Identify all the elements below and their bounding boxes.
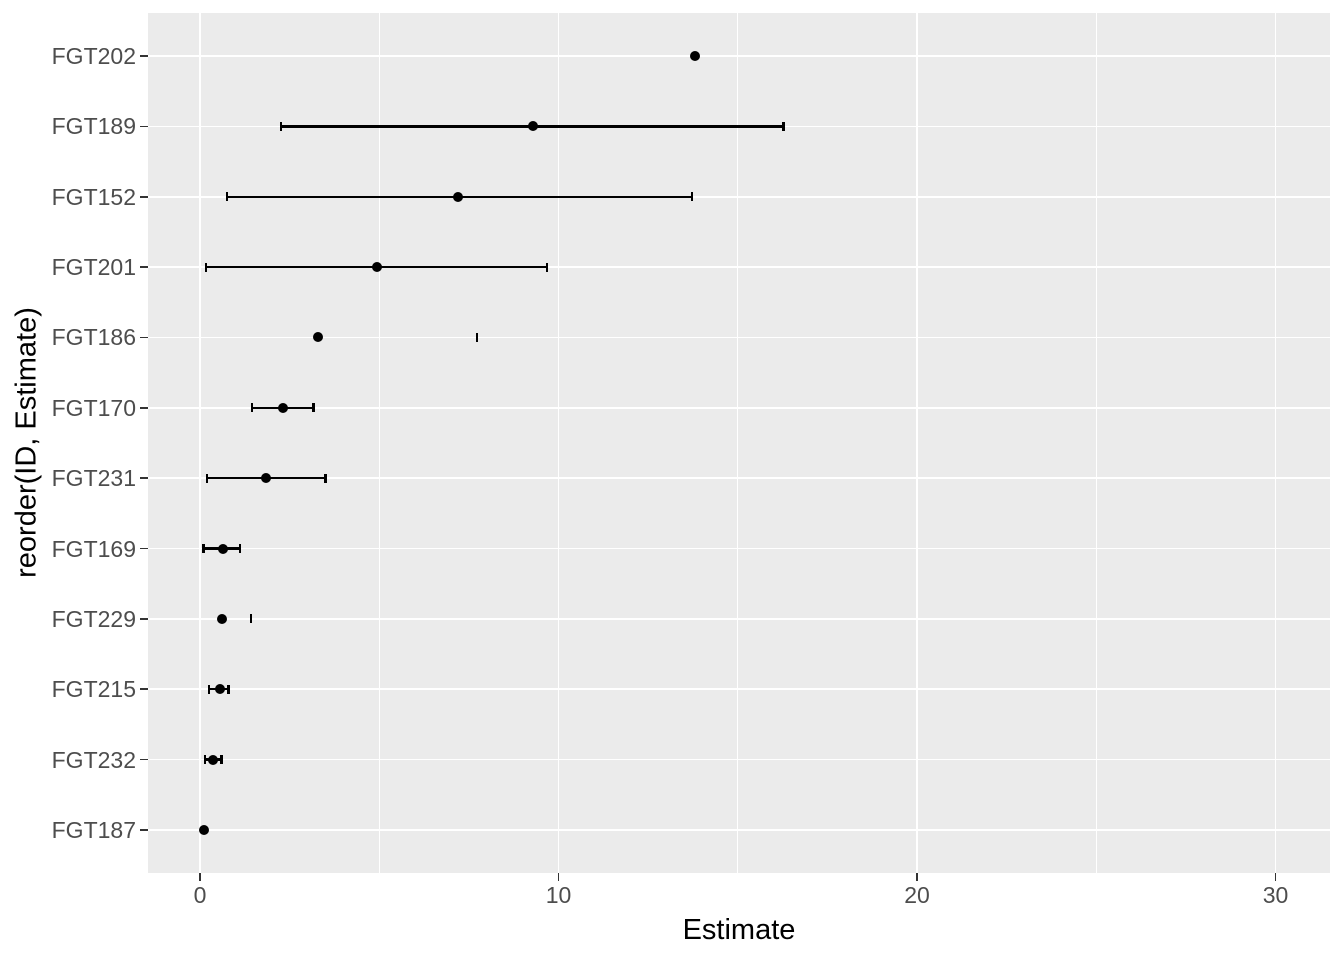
y-tick-mark bbox=[140, 618, 148, 620]
data-point-FGT229 bbox=[216, 613, 227, 624]
y-tick-label: FGT187 bbox=[51, 816, 136, 843]
gridline-major-x bbox=[199, 13, 201, 873]
error-bar-cap-high-FGT189 bbox=[782, 121, 785, 131]
y-tick-label: FGT201 bbox=[51, 254, 136, 281]
error-bar-cap-low-FGT232 bbox=[203, 755, 207, 765]
y-tick-label: FGT170 bbox=[51, 394, 136, 421]
y-tick-mark bbox=[140, 758, 148, 761]
y-tick-label: FGT152 bbox=[51, 183, 136, 210]
data-point-FGT215 bbox=[214, 684, 225, 695]
gridline-major-y bbox=[148, 195, 1330, 198]
y-tick-label: FGT232 bbox=[51, 746, 136, 773]
error-bar-cap-high-FGT170 bbox=[312, 403, 315, 413]
error-bar-cap-high-FGT231 bbox=[324, 473, 327, 483]
y-tick-label: FGT202 bbox=[51, 43, 136, 69]
y-tick-label: FGT229 bbox=[51, 605, 136, 632]
gridline-minor-x bbox=[1095, 13, 1097, 873]
x-axis-title: Estimate bbox=[682, 914, 796, 946]
y-tick-mark bbox=[140, 829, 148, 831]
data-point-FGT169 bbox=[217, 543, 228, 554]
gridline-minor-x bbox=[378, 13, 380, 873]
error-bar-cap-low-FGT201 bbox=[204, 262, 208, 272]
data-point-FGT187 bbox=[199, 824, 210, 835]
error-bar-cap-high-FGT229 bbox=[249, 614, 253, 624]
y-tick-mark bbox=[140, 407, 148, 409]
error-bar-cap-high-FGT186 bbox=[475, 332, 478, 342]
y-tick-mark bbox=[140, 477, 148, 479]
y-tick-label: FGT189 bbox=[51, 113, 136, 140]
x-tick-label: 10 bbox=[545, 882, 572, 908]
error-bar-cap-high-FGT152 bbox=[690, 192, 694, 202]
y-tick-mark bbox=[140, 195, 148, 198]
gridline-major-x bbox=[557, 13, 560, 873]
gridline-major-x bbox=[1274, 13, 1277, 873]
data-point-FGT202 bbox=[689, 51, 700, 61]
y-tick-mark bbox=[140, 266, 148, 268]
data-point-FGT170 bbox=[277, 402, 288, 413]
y-tick-label: FGT231 bbox=[51, 465, 136, 492]
gridline-major-y bbox=[148, 758, 1330, 761]
x-tick-label: 0 bbox=[193, 882, 207, 908]
y-tick-mark bbox=[140, 547, 148, 550]
gridline-major-y bbox=[148, 407, 1330, 409]
gridline-major-y bbox=[148, 688, 1330, 691]
gridline-major-y bbox=[148, 547, 1330, 550]
gridline-major-x bbox=[916, 13, 918, 873]
gridline-minor-x bbox=[737, 13, 739, 873]
data-point-FGT231 bbox=[261, 473, 272, 484]
gridline-major-y bbox=[148, 618, 1330, 620]
gridline-major-y bbox=[148, 266, 1330, 268]
gridline-major-y bbox=[148, 336, 1330, 339]
error-bar-cap-low-FGT170 bbox=[250, 403, 254, 413]
error-bar-cap-high-FGT201 bbox=[545, 262, 549, 272]
error-bar-cap-low-FGT169 bbox=[202, 544, 205, 554]
error-bar-cap-low-FGT152 bbox=[225, 192, 229, 202]
y-tick-mark bbox=[140, 55, 148, 57]
y-tick-label: FGT215 bbox=[51, 676, 136, 703]
error-bar-cap-low-FGT215 bbox=[207, 684, 211, 694]
y-tick-mark bbox=[140, 336, 148, 339]
error-bar-cap-high-FGT215 bbox=[227, 684, 230, 694]
error-bar-cap-high-FGT169 bbox=[238, 544, 242, 554]
x-tick-mark bbox=[916, 873, 918, 881]
y-tick-mark bbox=[140, 125, 148, 128]
x-tick-mark bbox=[199, 873, 201, 881]
gridline-major-y bbox=[148, 829, 1330, 831]
x-tick-mark bbox=[1274, 873, 1277, 881]
y-tick-label: FGT169 bbox=[51, 535, 136, 562]
gridline-major-y bbox=[148, 55, 1330, 57]
data-point-FGT201 bbox=[371, 262, 382, 273]
data-point-FGT152 bbox=[453, 191, 464, 202]
y-tick-label: FGT186 bbox=[51, 324, 136, 351]
plot-panel bbox=[148, 13, 1330, 873]
y-tick-mark bbox=[140, 688, 148, 691]
x-tick-label: 30 bbox=[1262, 882, 1289, 908]
error-bar-cap-high-FGT232 bbox=[220, 755, 223, 765]
error-bar-cap-low-FGT189 bbox=[279, 121, 283, 131]
gridline-major-y bbox=[148, 477, 1330, 479]
data-point-FGT189 bbox=[528, 121, 539, 132]
error-bar-cap-low-FGT231 bbox=[205, 473, 209, 483]
data-point-FGT232 bbox=[207, 754, 218, 765]
x-tick-label: 20 bbox=[904, 882, 930, 908]
data-point-FGT186 bbox=[312, 332, 323, 343]
x-tick-mark bbox=[557, 873, 560, 881]
